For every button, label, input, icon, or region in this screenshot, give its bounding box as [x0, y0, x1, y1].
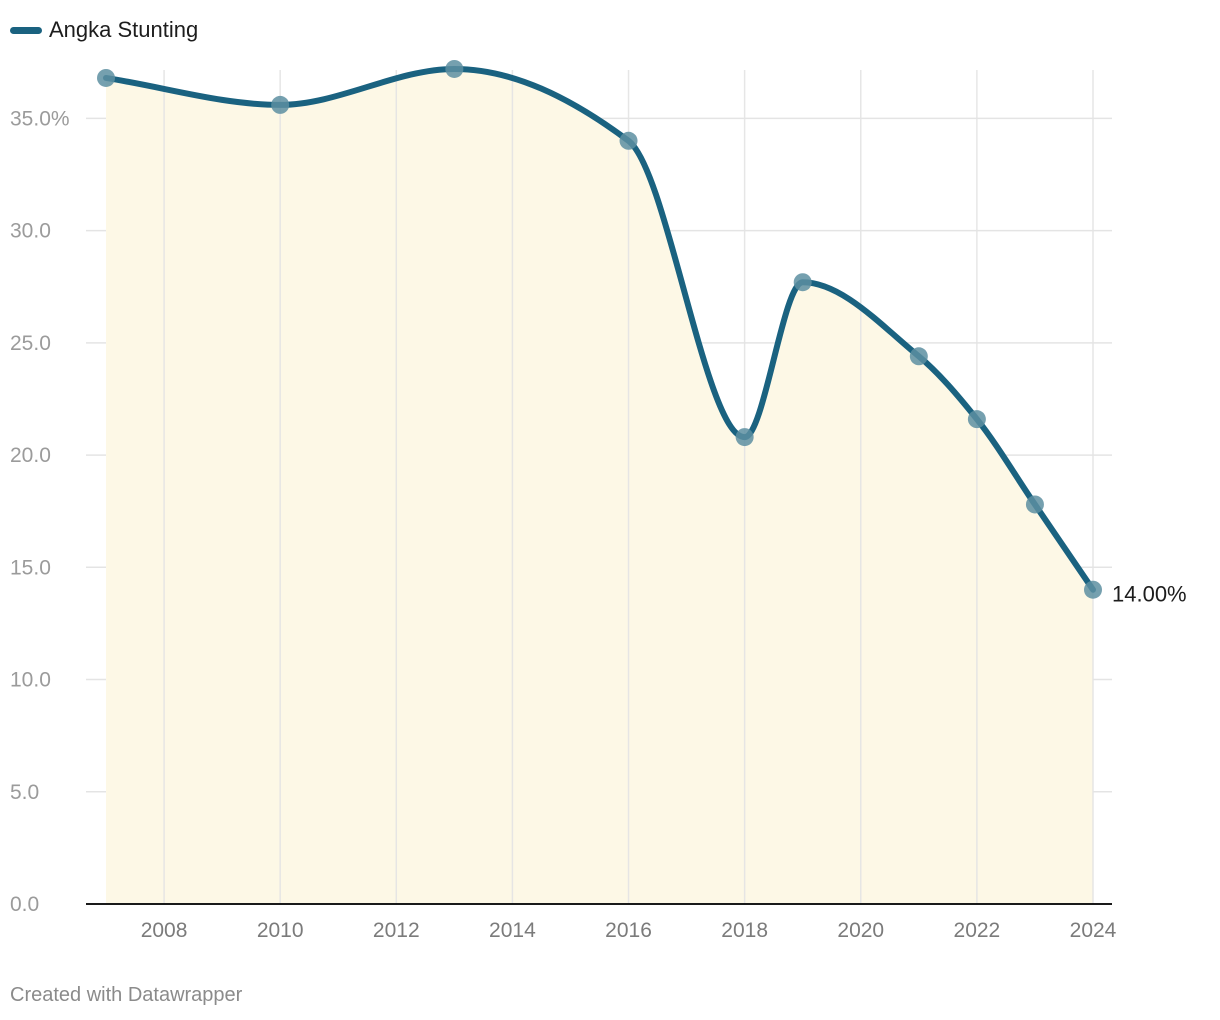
x-tick-label-3: 2014 — [489, 919, 536, 942]
legend-label-angka-stunting: Angka Stunting — [49, 17, 199, 42]
y-tick-label-5: 25.0 — [10, 332, 51, 355]
y-tick-label-7: 35.0% — [10, 107, 70, 130]
y-tick-labels: 0.0 5.0 10.0 15.0 20.0 25.0 30.0 35.0% — [10, 107, 70, 916]
data-point-2016 — [619, 131, 638, 150]
line-chart: 0.0 5.0 10.0 15.0 20.0 25.0 30.0 35.0% 2008 2010… — [10, 59, 1187, 942]
y-tick-label-2: 10.0 — [10, 669, 51, 692]
x-tick-label-4: 2016 — [605, 919, 652, 942]
x-tick-labels: 2008 2010 2012 2014 2016 2018 2020 2022 2024 — [141, 919, 1117, 942]
end-value-label: 14.00% — [1112, 582, 1187, 607]
x-tick-label-7: 2022 — [954, 919, 1001, 942]
data-point-2023 — [1025, 495, 1044, 514]
vertical-grid-layer — [163, 70, 1094, 904]
x-tick-label-8: 2024 — [1070, 919, 1117, 942]
legend-swatch-angka-stunting — [10, 26, 42, 34]
data-point-2013 — [445, 59, 464, 78]
y-tick-label-4: 20.0 — [10, 444, 51, 467]
data-point-2007 — [97, 68, 115, 87]
y-tick-label-0: 0.0 — [10, 893, 39, 916]
y-tick-label-1: 5.0 — [10, 781, 39, 804]
data-point-2010 — [271, 95, 290, 114]
legend: Angka Stunting — [10, 16, 198, 44]
x-tick-label-1: 2010 — [257, 919, 304, 942]
area-fill — [106, 68, 1093, 905]
y-tick-label-6: 30.0 — [10, 220, 51, 243]
x-tick-label-5: 2018 — [721, 919, 768, 942]
data-point-2019 — [793, 273, 812, 292]
footer-credit: Created with Datawrapper — [10, 984, 243, 1006]
data-point-2024 — [1084, 580, 1102, 599]
data-point-2021 — [909, 347, 928, 366]
x-tick-label-0: 2008 — [141, 919, 188, 942]
marker-layer — [97, 59, 1102, 599]
data-point-2022 — [967, 410, 986, 429]
x-tick-label-2: 2012 — [373, 919, 420, 942]
data-point-2018 — [735, 428, 754, 447]
y-tick-label-3: 15.0 — [10, 556, 51, 579]
x-tick-label-6: 2020 — [837, 919, 884, 942]
